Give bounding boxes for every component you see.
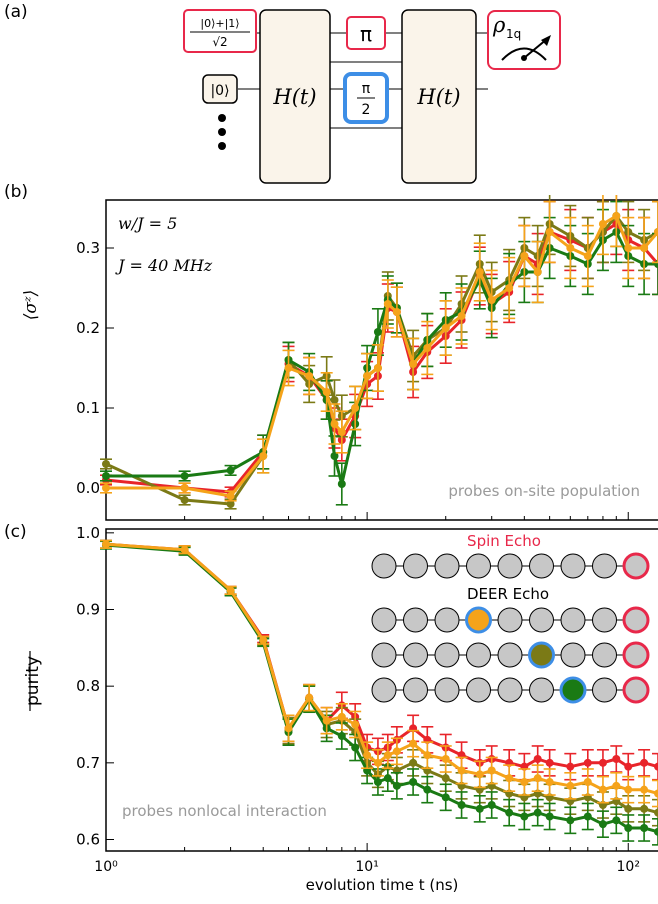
input-mid-box — [202, 74, 238, 104]
x-tick-label: 10² — [617, 859, 640, 875]
chain-qubit — [497, 642, 523, 668]
chain-qubit — [434, 607, 460, 633]
chart-population: ⟨σᶻ⟩ w/J = 5 J = 40 MHz probes on-site p… — [21, 195, 658, 521]
panel-label-c: (c) — [4, 522, 27, 542]
chain-qubit — [403, 642, 428, 668]
y-tick-label: 0.3 — [76, 239, 100, 257]
chain-qubit — [466, 642, 491, 668]
input-top-box — [183, 9, 257, 53]
x-tick-label: 10¹ — [355, 859, 378, 875]
y-tick-label: 1.0 — [76, 524, 100, 542]
meter-arc-icon — [501, 47, 547, 61]
series-line-orange — [105, 542, 658, 795]
y-tick-label: 0.9 — [76, 601, 100, 619]
probe-qubit — [622, 552, 650, 580]
chain-qubit — [529, 553, 554, 579]
chain-qubit — [560, 553, 586, 579]
xlabel: evolution time t (ns) — [306, 876, 459, 894]
y-tick-label: 0.0 — [76, 479, 100, 497]
deer-qubit — [528, 641, 555, 669]
input-top-denominator: √2 — [212, 35, 227, 49]
input-top-numerator: |0⟩+|1⟩ — [200, 17, 239, 30]
chain-qubit — [371, 642, 397, 668]
chain-qubit — [529, 677, 554, 703]
x-tick-label: 10⁰ — [94, 859, 118, 875]
chain-qubit — [434, 553, 460, 579]
ellipsis-dot — [218, 128, 226, 136]
annotation-onsite: probes on-site population — [448, 482, 640, 500]
probe-qubit — [622, 641, 650, 669]
chain-qubit — [434, 642, 460, 668]
chain-qubit — [466, 677, 491, 703]
pi-half-denominator: 2 — [362, 102, 371, 118]
chain-qubit — [529, 607, 554, 633]
y-tick-label: 0.6 — [76, 831, 100, 849]
series-line-orange — [106, 214, 658, 498]
h-gate-1-label: H(t) — [272, 85, 316, 109]
circuit-diagram: |0⟩+|1⟩ √2 |0⟩ H(t) H(t) π π 2 ρ 1q — [183, 9, 561, 184]
plot-frame — [105, 528, 658, 852]
panel-label-a: (a) — [4, 2, 28, 22]
chain-qubit — [592, 553, 617, 579]
legend-spin-echo: Spin Echo — [467, 532, 541, 550]
chain-qubit — [592, 677, 617, 703]
probe-qubit — [622, 676, 650, 704]
y-tick-label: 0.7 — [76, 754, 100, 772]
pi-gate-label: π — [360, 22, 372, 46]
y-tick-label: 0.1 — [76, 399, 100, 417]
chain-qubit — [371, 607, 397, 633]
legend-deer-echo: DEER Echo — [467, 585, 549, 603]
plot-frame — [105, 199, 658, 521]
chain-qubit — [497, 553, 523, 579]
panel-label-b: (b) — [4, 182, 29, 202]
chart-purity: purity evolution time t (ns) probes nonl… — [23, 524, 658, 894]
chain-qubit — [371, 553, 397, 579]
chain-qubit — [560, 607, 586, 633]
input-mid-label: |0⟩ — [210, 83, 229, 99]
chain-qubit — [403, 677, 428, 703]
chain-qubit — [434, 677, 460, 703]
chain-qubit — [560, 642, 586, 668]
chain-qubit — [592, 642, 617, 668]
annotation-nonlocal: probes nonlocal interaction — [122, 802, 327, 820]
ylabel-c: purity — [23, 656, 43, 706]
h-gate-2 — [401, 9, 477, 184]
annotation-coupling: J = 40 MHz — [115, 256, 213, 275]
chain-qubit — [403, 553, 428, 579]
meter-arrow-icon — [541, 35, 551, 46]
rho-subscript: 1q — [506, 27, 521, 41]
h-gate-1 — [259, 9, 331, 184]
chain-qubit — [497, 607, 523, 633]
ellipsis-dot — [218, 142, 226, 150]
chain-qubit — [371, 677, 397, 703]
h-gate-2-label: H(t) — [416, 85, 460, 109]
measurement-box — [487, 10, 561, 70]
probe-qubit — [622, 606, 650, 634]
pi-gate — [346, 16, 386, 50]
annotation-w-over-j: w/J = 5 — [118, 214, 177, 233]
chain-qubit — [497, 677, 523, 703]
pi-half-numerator: π — [362, 81, 371, 97]
rho-label: ρ — [492, 13, 506, 37]
ellipsis-dot — [218, 114, 226, 122]
deer-qubit — [465, 606, 492, 634]
ylabel-b: ⟨σᶻ⟩ — [21, 290, 41, 321]
y-tick-label: 0.2 — [76, 319, 100, 337]
chain-qubit — [403, 607, 428, 633]
y-tick-label: 0.8 — [76, 677, 100, 695]
chain-qubit — [592, 607, 617, 633]
chain-qubit — [466, 553, 491, 579]
deer-qubit — [559, 676, 587, 704]
